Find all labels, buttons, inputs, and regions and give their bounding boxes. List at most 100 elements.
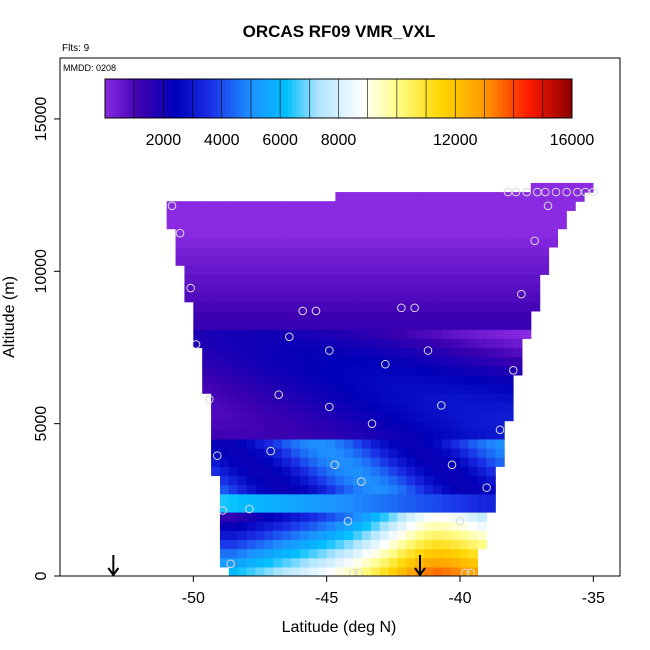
field-cell-530: [308, 265, 319, 275]
field-cell-1489: [557, 210, 567, 221]
field-cell-633: [335, 448, 345, 458]
field-cell-474: [299, 402, 310, 413]
field-cell-1173: [450, 502, 461, 513]
field-cell-1125: [441, 557, 452, 568]
field-cell-1007: [415, 484, 425, 495]
field-cell-1198: [450, 274, 461, 285]
field-cell-1346: [486, 365, 496, 376]
field-cell-1442: [521, 320, 532, 330]
field-cell-1317: [477, 310, 487, 321]
field-cell-471: [299, 429, 310, 440]
field-cell-7: [175, 219, 186, 230]
field-cell-658: [335, 219, 345, 230]
field-cell-663: [344, 557, 354, 568]
field-cell-412: [282, 219, 292, 230]
field-cell-1439: [512, 201, 523, 211]
field-cell-996: [406, 201, 416, 211]
field-cell-360: [273, 320, 283, 330]
field-cell-826: [370, 219, 381, 230]
field-cell-390: [282, 420, 292, 431]
field-cell-967: [406, 466, 416, 477]
field-cell-1214: [459, 512, 470, 522]
field-cell-107: [219, 384, 230, 394]
field-cell-9: [175, 201, 186, 211]
y-tick-label: 10000: [33, 249, 50, 294]
field-cell-58: [211, 466, 221, 477]
field-cell-940: [397, 329, 408, 339]
field-cell-1218: [459, 475, 470, 486]
field-cell-218: [246, 493, 257, 504]
field-cell-842: [379, 457, 390, 467]
field-cell-698: [344, 237, 354, 248]
field-cell-376: [282, 548, 292, 559]
field-cell-832: [379, 548, 390, 559]
field-cell-178: [237, 484, 248, 495]
field-cell-933: [397, 393, 408, 403]
field-cell-1349: [486, 338, 496, 349]
field-cell-220: [246, 475, 257, 486]
field-cell-542: [317, 530, 328, 541]
colorbar-segment-106: [517, 79, 522, 118]
colorbar-segment-32: [229, 79, 234, 118]
field-cell-261: [255, 475, 265, 486]
field-cell-260: [255, 484, 265, 495]
colorbar-segment-25: [202, 79, 207, 118]
x-axis-label: Latitude (deg N): [282, 619, 397, 636]
field-cell-312: [264, 384, 274, 394]
field-cell-1175: [450, 484, 461, 495]
field-cell-612: [326, 265, 336, 275]
field-cell-747: [362, 557, 372, 568]
field-cell-1381: [495, 320, 505, 330]
flight-sample-43: [562, 187, 571, 197]
field-cell-204: [237, 246, 248, 257]
field-cell-914: [397, 566, 408, 576]
field-cell-1144: [441, 384, 452, 394]
field-cell-594: [326, 429, 336, 440]
field-cell-1426: [512, 320, 523, 330]
field-cell-1237: [459, 301, 470, 312]
field-cell-40: [202, 356, 212, 367]
field-cell-1474: [539, 237, 550, 248]
field-cell-420: [290, 521, 301, 531]
field-cell-641: [335, 374, 345, 385]
field-cell-334: [273, 557, 283, 568]
field-cell-704: [353, 566, 363, 576]
colorbar-segment-80: [416, 79, 421, 118]
field-cell-1486: [548, 192, 558, 202]
field-cell-1061: [424, 374, 434, 385]
colorbar-segment-1: [108, 79, 114, 118]
field-cell-543: [317, 521, 328, 531]
field-cell-410: [282, 237, 292, 248]
field-cell-1131: [441, 502, 452, 513]
field-cell-356: [273, 356, 283, 367]
field-cell-225: [246, 429, 257, 440]
field-cell-573: [317, 246, 328, 257]
field-cell-254: [255, 539, 265, 550]
field-cell-580: [326, 557, 336, 568]
field-cell-180: [237, 466, 248, 477]
field-cell-1425: [512, 329, 523, 339]
field-cell-604: [326, 338, 336, 349]
field-cell-552: [317, 438, 328, 449]
field-cell-1491: [557, 192, 567, 202]
field-cell-473: [299, 411, 310, 422]
field-cell-637: [335, 411, 345, 422]
field-cell-683: [344, 374, 354, 385]
field-cell-693: [344, 283, 354, 294]
field-cell-969: [406, 448, 416, 458]
field-cell-372: [273, 210, 283, 221]
field-cell-953: [397, 210, 408, 221]
field-cell-1124: [441, 566, 452, 576]
field-cell-41: [202, 347, 212, 358]
field-cell-229: [246, 393, 257, 403]
field-cell-1210: [459, 548, 470, 559]
colorbar-segment-14: [159, 79, 164, 118]
date-annotation: MMDD: 0208: [63, 63, 116, 73]
field-cell-660: [335, 201, 345, 211]
field-cell-719: [353, 429, 363, 440]
field-cell-771: [362, 338, 372, 349]
field-cell-249: [246, 210, 257, 221]
field-cell-1343: [486, 393, 496, 403]
field-cell-415: [290, 566, 301, 576]
field-cell-624: [335, 530, 345, 541]
